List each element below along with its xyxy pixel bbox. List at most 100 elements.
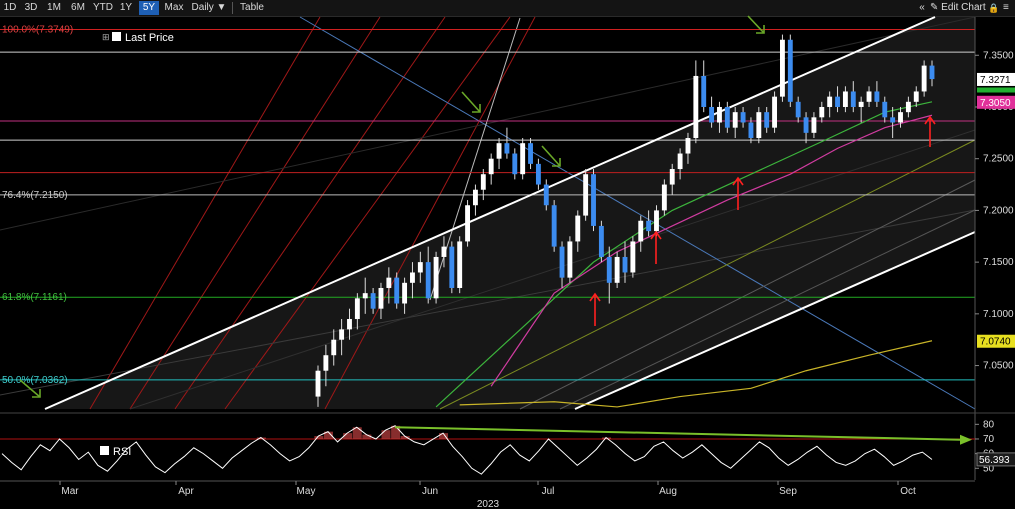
candle-body [701,75,707,107]
rsi-overbought-area [381,430,391,439]
range-ytd-button[interactable]: YTD [93,2,113,13]
y-tick-label: 7.3500 [983,50,1014,61]
price-tag [977,95,1015,109]
trend-line-grey [519,179,976,410]
range-1y-button[interactable]: 1Y [119,2,133,13]
candle-body [433,256,439,299]
candle-body [354,298,360,320]
candle-body [520,143,526,175]
candle-body [803,117,809,133]
downtrend-line-blue [299,16,976,410]
table-button[interactable]: Table [240,2,264,13]
arrow-down-right-icon [32,389,41,398]
range-1m-button[interactable]: 1M [47,2,61,13]
rsi-value-tag [976,452,1015,467]
candle-body [528,143,533,164]
fib-level-label: 61.8%(7.1161) [2,292,67,303]
candle-body [559,246,565,278]
arrow-down-right-icon [19,379,41,398]
candle-body [457,241,463,288]
channel-upper-line [44,16,936,410]
arrow-up-icon [732,176,744,186]
y-tick-label: 7.1500 [983,257,1014,268]
candle-body [646,220,652,232]
candle-body [504,143,510,154]
rsi-y-tick-label: 80 [983,419,995,430]
candle-body [425,262,431,299]
candle-body [717,106,722,123]
range-6m-button[interactable]: 6M [71,2,85,13]
candle-body [732,112,738,128]
arrow-down-right-icon [552,158,561,167]
rsi-overbought-area [391,425,401,439]
rsi-y-tick-label: 50 [983,463,995,474]
settings-icon[interactable]: ≡ [1003,2,1009,13]
frequency-dropdown[interactable]: Daily ▼ [191,2,227,13]
lock-icon[interactable]: 🔒 [988,3,1000,13]
range-3d-button[interactable]: 3D [24,2,38,13]
candle-body [583,174,589,216]
candle-body [394,277,400,304]
candle-body [378,287,384,309]
candle-body [591,174,596,226]
candle-body [756,112,762,139]
candle-body [315,370,321,397]
range-1d-button[interactable]: 1D [3,2,17,13]
rsi-legend-swatch [100,446,109,455]
range-5y-button[interactable]: 5Y [139,1,159,15]
candle-body [874,91,880,102]
channel-lower-line [574,231,976,410]
trend-line-grey [559,209,976,410]
candle-body [882,101,888,118]
candle-body [787,39,793,102]
candle-body [465,205,471,242]
candle-body [472,189,478,206]
rsi-legend-label: RSI [113,446,131,458]
fan-line-red [324,16,536,410]
arrow-up-icon [589,292,601,302]
candle-body [740,112,746,123]
candle-body [748,122,754,139]
candle-body [551,205,557,247]
arrow-up-icon [924,115,936,125]
rsi-overbought-area [439,433,449,439]
arrow-down-right-icon [747,15,765,34]
candle-body [512,153,518,175]
candle-body [866,91,872,102]
candle-body [795,101,801,118]
pencil-icon: ✎ [930,2,939,13]
double-chevron-left-icon[interactable]: « [919,2,925,13]
x-tick-label: Jun [422,486,438,497]
candle-body [929,65,935,80]
price-tag-label: 7.3050 [980,98,1011,109]
candle-body [709,106,715,123]
candle-body [410,272,415,283]
candle-body [764,112,770,128]
candle-body [441,246,447,257]
candle-body [772,96,778,128]
x-tick-label: Oct [900,486,916,497]
candle-body [630,241,636,273]
arrow-down-right-icon [756,25,765,34]
arrow-up-icon [650,230,662,240]
candle-body [842,91,848,107]
price-tag [977,72,1015,86]
candle-body [331,339,337,356]
candle-body [402,282,408,304]
trend-line-olive [439,139,976,410]
fan-line-red [89,16,321,410]
candle-body [480,174,486,190]
candle-body [622,256,628,273]
rsi-overbought-area [314,436,324,439]
x-tick-label: Aug [659,486,677,497]
x-tick-label: May [297,486,316,497]
range-max-button[interactable]: Max [164,2,184,13]
edit-chart-button[interactable]: ✎ Edit Chart [930,1,986,15]
candle-body [417,262,423,273]
rsi-overbought-area [362,434,372,439]
arrow-down-right-icon [461,91,481,113]
y-tick-label: 7.2000 [983,205,1014,216]
legend-swatch [112,32,121,41]
